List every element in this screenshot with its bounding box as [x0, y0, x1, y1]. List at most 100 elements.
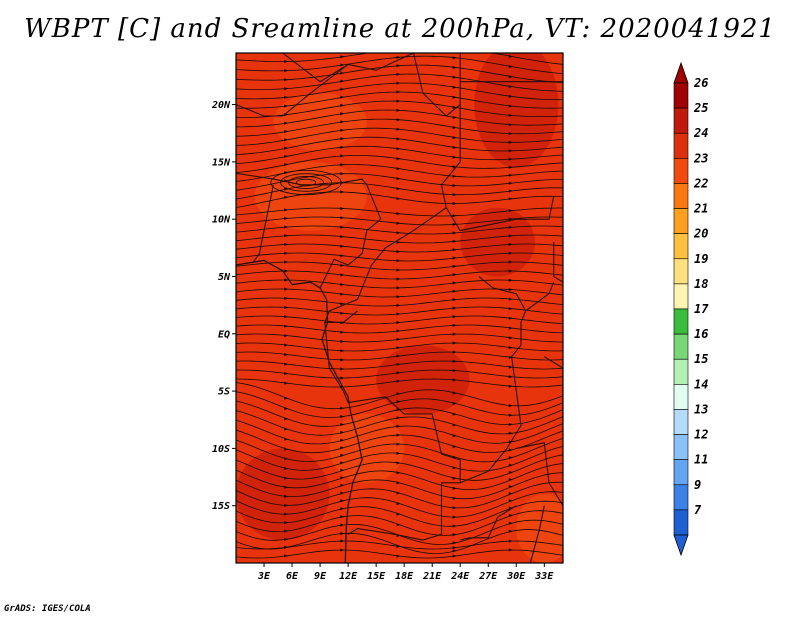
streamline-arrow	[340, 263, 345, 267]
streamline-arrow	[508, 260, 513, 264]
streamline-arrow	[340, 539, 345, 543]
streamline-arrow	[284, 234, 289, 238]
streamline-arrow	[284, 324, 289, 328]
streamline-arrow	[508, 217, 513, 221]
streamline-arrow	[284, 138, 289, 142]
colorbar-label: 13	[694, 402, 708, 416]
streamline-arrow	[452, 239, 457, 243]
streamline-arrow	[508, 548, 513, 552]
colorbar-bottom-arrow	[673, 534, 689, 557]
colorbar: 26 25 24 23 22 21 20 19 18 17 16 15 14 13 12 11 9 7	[673, 61, 709, 557]
colorbar-label: 9	[694, 478, 701, 492]
streamline-arrow	[284, 296, 289, 300]
streamline-arrow	[452, 533, 457, 537]
colorbar-top-arrow	[673, 61, 689, 84]
streamline-arrow	[508, 336, 513, 340]
colorbar-swatch	[673, 358, 689, 385]
colorbar-label: 21	[693, 202, 708, 216]
wbpt-patch	[376, 345, 470, 415]
colorbar-label: 18	[694, 277, 708, 291]
streamline-arrow	[396, 250, 401, 254]
streamline-arrow	[508, 404, 513, 408]
lat-tick-label: 15N	[212, 157, 231, 168]
streamline-arrow	[284, 381, 289, 385]
streamline-arrow	[284, 129, 289, 134]
colorbar-swatch	[673, 459, 689, 486]
streamline-arrow	[284, 269, 289, 273]
streamline-arrow	[508, 539, 513, 543]
streamline-arrow	[340, 349, 345, 353]
streamline-arrow	[284, 315, 289, 319]
streamline-arrow	[340, 414, 345, 419]
colorbar-swatch	[673, 283, 689, 310]
streamline-arrow	[396, 416, 401, 420]
country-border	[412, 53, 461, 117]
coastline	[236, 259, 363, 563]
country-borders	[236, 53, 563, 563]
streamline-arrow	[340, 128, 345, 132]
streamline-arrow	[340, 358, 345, 362]
streamline-arrow	[284, 447, 289, 451]
streamline-arrow	[340, 235, 345, 239]
streamline-arrow	[508, 456, 513, 460]
colorbar-swatch	[673, 484, 689, 511]
streamline-arrow	[340, 292, 345, 296]
colorbar-label: 7	[694, 503, 702, 517]
streamline-arrow	[284, 407, 289, 411]
streamline-arrow	[396, 424, 401, 428]
colorbar-label: 19	[694, 252, 708, 266]
lon-tick-label: 3E	[257, 571, 271, 582]
streamline-arrow	[508, 422, 513, 426]
streamline-arrow	[284, 208, 289, 212]
streamline-arrow	[340, 461, 345, 465]
country-border	[529, 505, 545, 563]
streamline-arrow	[396, 379, 401, 383]
lat-tick-label: 5S	[218, 387, 230, 398]
streamline-arrow	[508, 316, 513, 320]
streamline-arrow	[340, 330, 345, 334]
streamline-arrow	[508, 506, 513, 510]
streamline-arrow	[340, 339, 345, 344]
streamline-arrow	[508, 197, 513, 201]
streamline-arrow	[284, 396, 289, 400]
streamline-arrow	[452, 155, 457, 159]
streamline-arrow	[452, 231, 457, 235]
streamline-arrow	[340, 137, 345, 141]
colorbar-label: 15	[694, 352, 708, 366]
streamline-arrow	[452, 423, 457, 427]
streamline-arrow	[340, 523, 345, 527]
streamline-arrow	[508, 209, 513, 213]
streamline-arrow	[508, 384, 513, 388]
colorbar-swatch	[673, 434, 689, 460]
streamline-arrow	[396, 312, 401, 316]
streamline-arrow	[340, 216, 345, 220]
streamline-arrow	[452, 184, 457, 188]
streamline-arrow	[452, 75, 457, 79]
streamline-arrow	[396, 187, 401, 191]
streamline-arrow	[452, 145, 457, 150]
streamline-arrow	[396, 392, 401, 396]
colorbar-label: 12	[694, 428, 708, 442]
streamline-arrow	[508, 413, 513, 417]
streamline-arrow	[284, 104, 289, 108]
wbpt-patch	[273, 93, 367, 151]
streamline-arrow	[508, 132, 513, 136]
streamline-arrow	[284, 362, 289, 366]
streamline-arrow	[340, 190, 345, 194]
lon-tick-label: 15E	[367, 571, 386, 582]
streamline-arrow	[396, 240, 401, 244]
streamline-arrow	[508, 499, 513, 503]
streamline-arrow	[396, 127, 401, 131]
streamline-arrow	[452, 65, 457, 70]
streamline-arrow	[452, 115, 457, 120]
streamline-arrow	[284, 537, 289, 541]
streamline-arrow	[452, 105, 457, 109]
map-plot	[236, 53, 563, 563]
streamline-arrow	[452, 315, 457, 319]
streamline-arrow	[452, 378, 457, 382]
streamline-arrow	[396, 108, 401, 112]
streamline-arrow	[396, 502, 401, 506]
streamline-arrow	[508, 157, 513, 161]
grads-credit: GrADS: IGES/COLA	[4, 604, 91, 614]
streamline-arrow	[452, 359, 457, 363]
